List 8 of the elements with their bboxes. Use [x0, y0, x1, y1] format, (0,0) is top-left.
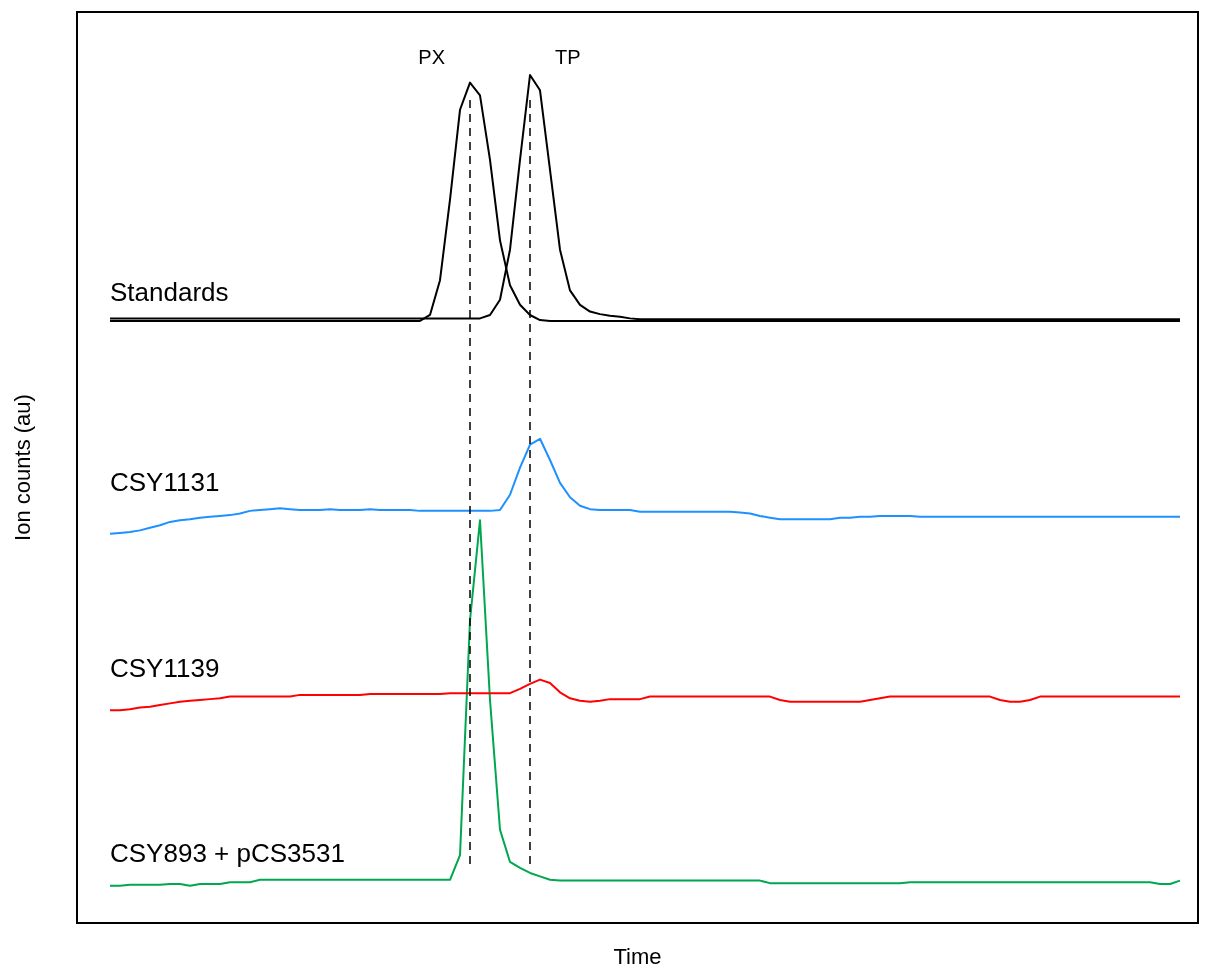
y-axis-title: Ion counts (au) — [10, 394, 36, 541]
series-label: CSY1131 — [110, 466, 220, 497]
series-label: CSY1139 — [110, 652, 220, 683]
series-label: CSY893 + pCS3531 — [110, 838, 345, 869]
text: TP — [555, 45, 581, 68]
series-label: Standards — [110, 276, 229, 307]
text: PX — [418, 45, 445, 68]
x-axis-title: Time — [613, 944, 662, 970]
